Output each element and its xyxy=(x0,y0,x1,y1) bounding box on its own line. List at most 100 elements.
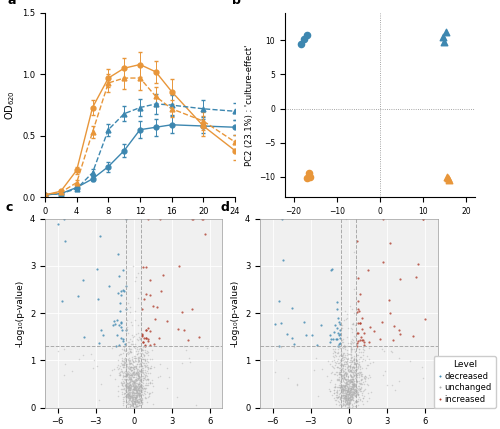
Point xyxy=(344,390,351,397)
Point xyxy=(124,393,132,400)
Point xyxy=(134,384,142,391)
Point xyxy=(142,357,150,364)
Point xyxy=(114,366,122,373)
Point xyxy=(444,175,452,181)
Point xyxy=(350,382,358,389)
Point xyxy=(350,397,358,404)
Point xyxy=(350,353,358,360)
Point xyxy=(132,395,140,402)
Point xyxy=(344,399,351,405)
Point xyxy=(348,364,356,371)
Point xyxy=(340,395,348,402)
Point xyxy=(348,392,356,399)
Point xyxy=(346,384,354,391)
Point xyxy=(54,348,62,355)
Point xyxy=(341,399,349,405)
Point xyxy=(122,387,130,394)
Point xyxy=(132,379,140,386)
Point xyxy=(144,380,152,387)
Point xyxy=(144,390,152,397)
Point xyxy=(134,381,141,388)
Point xyxy=(124,401,132,408)
Point xyxy=(358,358,366,365)
Point xyxy=(142,394,150,401)
Point xyxy=(114,370,122,377)
Point xyxy=(138,372,146,379)
Point xyxy=(350,372,358,378)
Point xyxy=(142,362,150,369)
Point xyxy=(124,365,132,372)
Point xyxy=(352,390,360,397)
Point xyxy=(350,403,358,410)
Point xyxy=(140,361,148,368)
Point xyxy=(340,363,347,369)
Point xyxy=(342,315,350,322)
Point xyxy=(137,378,145,384)
Point xyxy=(338,387,345,393)
Point xyxy=(332,394,340,401)
Point xyxy=(346,356,354,363)
Point xyxy=(386,310,394,317)
Point xyxy=(132,372,140,379)
Point xyxy=(340,341,348,348)
Point xyxy=(338,379,345,386)
Point xyxy=(148,389,156,396)
Point xyxy=(348,376,356,383)
Point xyxy=(139,385,147,392)
Point xyxy=(352,373,360,380)
Point xyxy=(132,389,140,396)
Point xyxy=(346,395,354,402)
Point xyxy=(129,378,137,385)
Point xyxy=(124,384,132,391)
Point xyxy=(125,385,133,392)
Point xyxy=(349,321,357,328)
Point xyxy=(134,361,141,368)
Point xyxy=(132,393,140,400)
Point xyxy=(134,381,142,387)
Point xyxy=(136,383,143,390)
Point xyxy=(339,387,347,393)
Point xyxy=(122,367,130,374)
Point xyxy=(342,396,349,403)
Point xyxy=(342,355,350,362)
Point xyxy=(136,379,143,386)
Point xyxy=(122,394,130,401)
Point xyxy=(134,358,142,365)
Point xyxy=(128,393,136,400)
Point xyxy=(138,347,146,354)
Point xyxy=(159,271,167,278)
Point xyxy=(337,401,345,408)
Point xyxy=(364,352,372,359)
Point xyxy=(352,378,360,385)
Point xyxy=(340,375,348,381)
Point xyxy=(350,390,358,396)
Point xyxy=(124,363,132,370)
Point xyxy=(347,375,355,382)
Point xyxy=(344,342,351,349)
Point xyxy=(114,290,122,296)
Point xyxy=(342,372,350,379)
Point xyxy=(333,387,341,394)
Point xyxy=(350,368,358,375)
Point xyxy=(125,382,133,389)
Point xyxy=(346,378,354,384)
Point xyxy=(128,388,136,395)
Point xyxy=(350,374,358,381)
Point xyxy=(137,359,145,366)
Point xyxy=(343,357,351,364)
Point xyxy=(348,376,356,383)
Point xyxy=(340,388,347,395)
Point xyxy=(134,397,141,404)
Point xyxy=(336,396,344,403)
Point xyxy=(128,321,136,328)
Point xyxy=(339,352,347,359)
Point xyxy=(132,363,140,370)
Point xyxy=(358,365,366,372)
Point xyxy=(118,291,126,298)
Point xyxy=(338,322,346,329)
Point xyxy=(142,363,150,370)
Point xyxy=(130,365,138,372)
Point xyxy=(345,394,353,401)
Point xyxy=(340,350,348,357)
Point xyxy=(136,396,144,403)
